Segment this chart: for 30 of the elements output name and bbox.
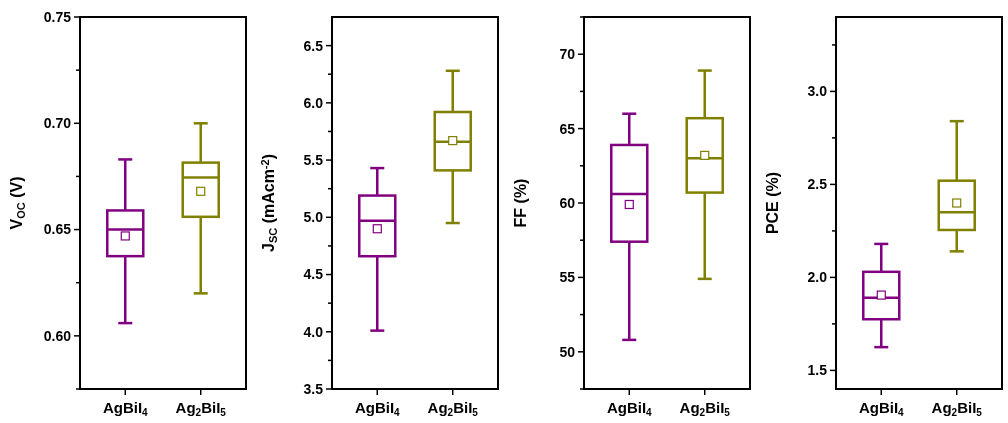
y-tick-label: 0.70 <box>43 115 72 132</box>
x-tick-label: Ag$_{2}$BiI$_{5}$ <box>679 399 731 418</box>
y-tick-label: 5.5 <box>303 151 324 168</box>
y-tick-label: 55 <box>559 269 576 286</box>
x-tick-label: AgBiI$_{4}$ <box>858 399 905 418</box>
x-tick-label: Ag$_{2}$BiI$_{5}$ <box>427 399 479 418</box>
y-tick-label: 0.75 <box>43 8 72 25</box>
y-tick-label: 4.5 <box>303 266 324 283</box>
y-tick-label: 6.0 <box>303 94 324 111</box>
y-tick-label: 2.0 <box>807 269 828 286</box>
y-tick-label: 60 <box>559 194 576 211</box>
y-tick-label: 0.65 <box>43 221 72 238</box>
y-tick-label: 65 <box>559 120 576 137</box>
y-axis-title: FF (%) <box>512 178 529 228</box>
x-tick-label: AgBiI$_{4}$ <box>354 399 401 418</box>
y-tick-label: 3.0 <box>807 83 828 100</box>
y-tick-label: 5.0 <box>303 209 324 226</box>
y-tick-label: 2.5 <box>807 176 828 193</box>
y-tick-label: 1.5 <box>807 362 828 379</box>
y-tick-label: 50 <box>559 343 576 360</box>
y-axis-title: PCE (%) <box>764 171 781 235</box>
x-tick-label: Ag$_{2}$BiI$_{5}$ <box>175 399 227 418</box>
x-tick-label: AgBiI$_{4}$ <box>102 399 149 418</box>
y-tick-label: 70 <box>559 46 576 63</box>
x-tick-label: AgBiI$_{4}$ <box>606 399 653 418</box>
x-tick-label: Ag$_{2}$BiI$_{5}$ <box>931 399 983 418</box>
y-tick-label: 3.5 <box>303 380 324 397</box>
y-tick-label: 4.0 <box>303 323 324 340</box>
y-tick-label: 6.5 <box>303 37 324 54</box>
y-tick-label: 0.60 <box>43 327 72 344</box>
